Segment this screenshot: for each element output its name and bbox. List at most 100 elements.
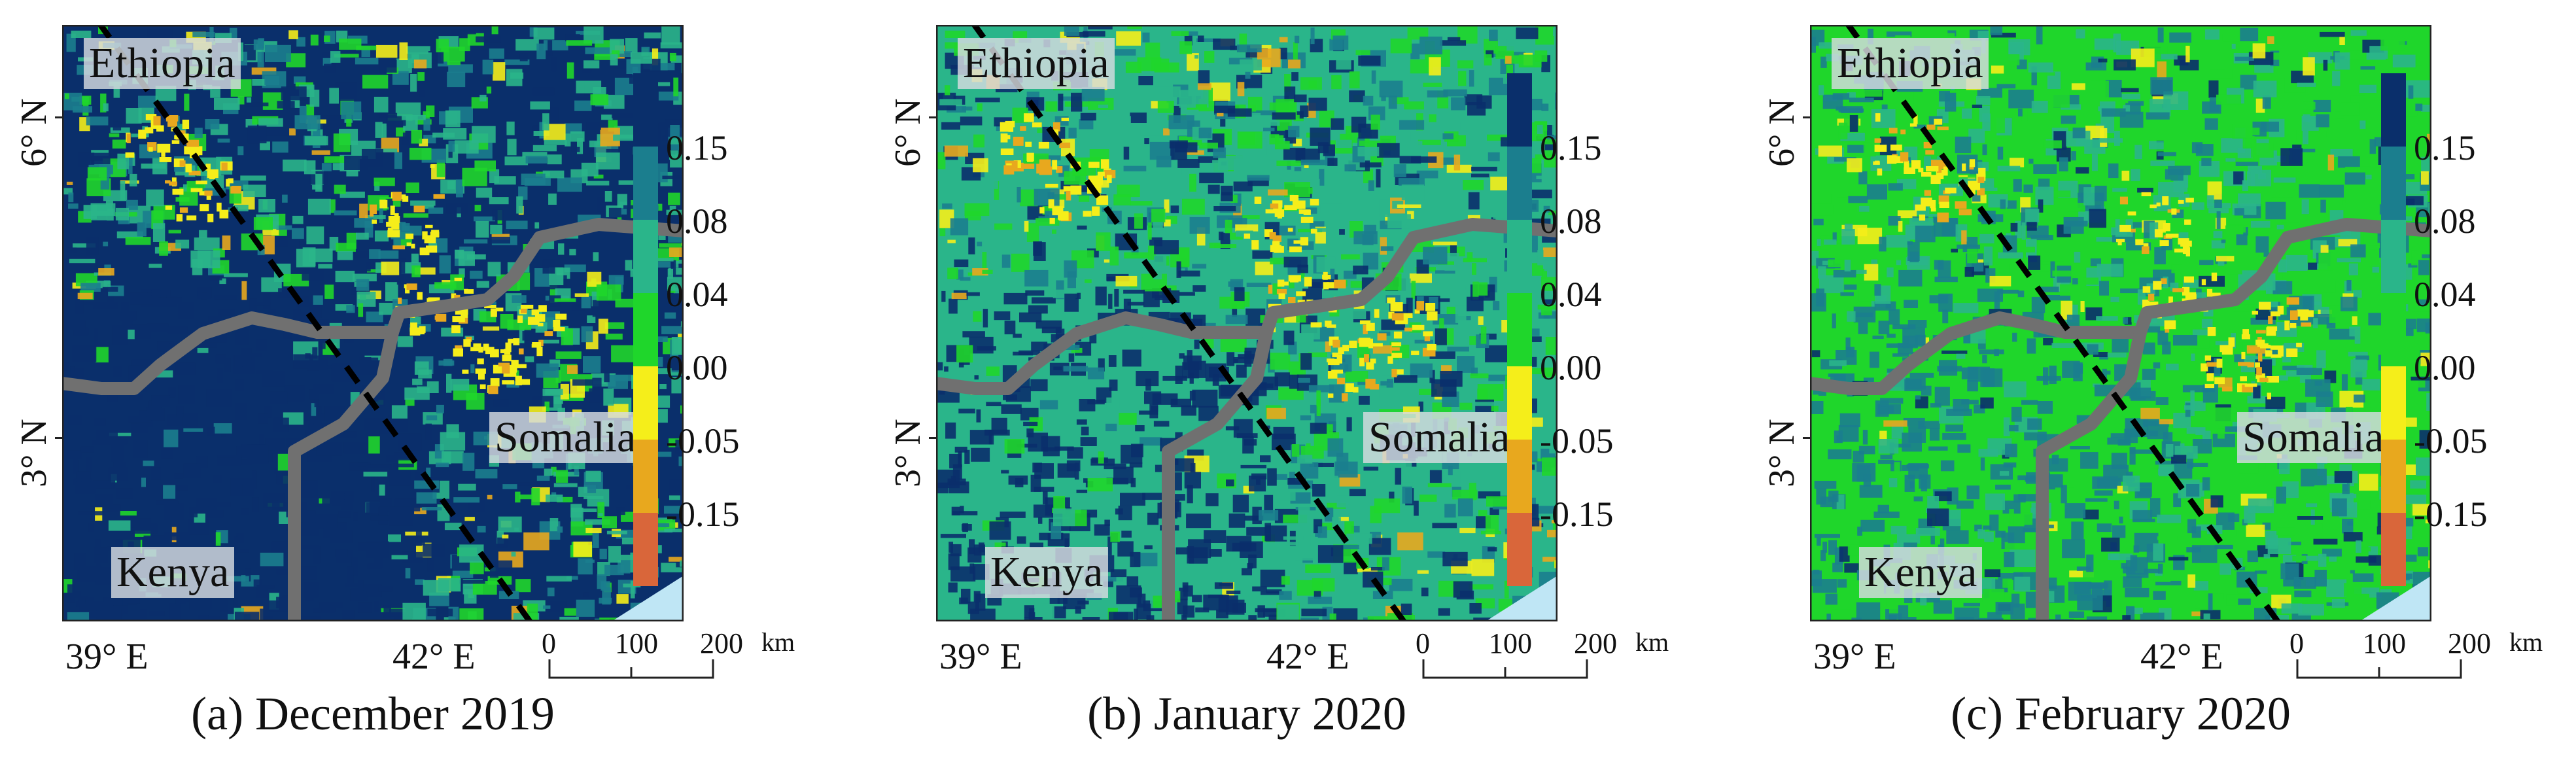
colorbar-swatch [2381,513,2406,586]
ocean-water [1486,576,1558,621]
latitude-label: 6° N [1762,98,1802,167]
colorbar-tick-label: 0.15 [1540,128,1602,167]
dashed-track-line [971,25,1406,621]
colorbar-tick-label: 0.04 [1540,275,1602,314]
colorbar-tick-label: -0.05 [666,421,740,461]
scale-bar: 0 100 200 km [1384,627,1669,686]
scale-label: 100 [1489,627,1532,659]
country-label-ethiopia: Ethiopia [84,38,241,89]
colorbar-swatch [1507,147,1532,220]
colorbar [2381,73,2406,586]
longitude-label: 39° E [1813,636,1896,677]
colorbar-swatch [633,73,658,147]
scale-unit: km [1635,627,1669,657]
colorbar-swatch [633,147,658,220]
scale-label: 200 [1574,627,1617,659]
panel-caption: (b) January 2020 [1087,688,1406,740]
border-ethiopia-kenya-somalia [936,218,1558,395]
longitude-label: 42° E [1266,636,1349,677]
map-panel-3: Ethiopia Somalia Kenya 6° N 3° N 39° E 42° E 0.… [1748,0,2576,766]
scale-unit: km [761,627,795,657]
colorbar-tick-label: -0.15 [2414,495,2488,534]
colorbar-swatch [633,440,658,513]
colorbar-tick-label: 0.15 [2414,128,2476,167]
colorbar-tick-label: -0.15 [1540,495,1614,534]
colorbar-swatch [633,220,658,293]
panel-caption: (a) December 2019 [191,688,555,740]
country-label-ethiopia: Ethiopia [1832,38,1989,89]
latitude-label: 3° N [888,419,928,487]
map-panel-1: Ethiopia Somalia Kenya 6° N 3° N 39° E 42° E 0.… [0,0,858,766]
colorbar-tick-label: 0.15 [666,128,728,167]
colorbar-tick-label: 0.04 [666,275,728,314]
country-label-kenya: Kenya [985,547,1109,598]
scale-label: 0 [542,627,556,659]
scale-unit: km [2509,627,2543,657]
colorbar-swatch [1507,440,1532,513]
dashed-track-line [97,25,532,621]
border-kenya-somalia [1162,330,1273,621]
colorbar [633,73,658,586]
latitude-tick [929,437,937,439]
dashed-track-line [1845,25,2280,621]
map-panel-2: Ethiopia Somalia Kenya 6° N 3° N 39° E 42° E 0.… [874,0,1732,766]
scale-bar: 0 100 200 km [2258,627,2543,686]
ocean-water [2359,576,2431,621]
ocean-water [612,576,684,621]
longitude-label: 42° E [2140,636,2223,677]
map-1 [62,25,684,621]
country-label-somalia: Somalia [489,412,642,463]
latitude-tick [55,437,63,439]
colorbar-swatch [1507,293,1532,366]
map-3 [1810,25,2431,621]
latitude-tick [1803,116,1811,118]
colorbar-swatch [2381,73,2406,147]
colorbar-swatch [1507,366,1532,440]
latitude-label: 3° N [14,419,54,487]
colorbar-swatch [633,513,658,586]
colorbar-swatch [1507,73,1532,147]
colorbar-swatch [2381,220,2406,293]
colorbar-swatch [1507,513,1532,586]
scale-label: 200 [700,627,743,659]
colorbar [1507,73,1532,586]
colorbar-tick-label: -0.05 [1540,421,1614,461]
border-kenya-somalia [2036,330,2147,621]
colorbar-swatch [1507,220,1532,293]
country-label-somalia: Somalia [1363,412,1516,463]
border-kenya-somalia [288,330,399,621]
scale-label: 0 [2289,627,2304,659]
colorbar-tick-label: 0.00 [1540,348,1602,387]
colorbar-tick-label: -0.15 [666,495,740,534]
scale-label: 100 [615,627,658,659]
colorbar-swatch [2381,366,2406,440]
country-label-somalia: Somalia [2237,412,2390,463]
latitude-label: 3° N [1762,419,1802,487]
country-label-kenya: Kenya [111,547,235,598]
latitude-label: 6° N [14,98,54,167]
border-ethiopia-kenya-somalia [1810,218,2431,395]
latitude-tick [929,116,937,118]
colorbar-swatch [2381,147,2406,220]
colorbar-swatch [633,366,658,440]
panel-caption: (c) February 2020 [1951,688,2291,740]
scale-label: 200 [2448,627,2491,659]
longitude-label: 42° E [392,636,476,677]
scale-label: 0 [1416,627,1430,659]
map-2 [936,25,1558,621]
colorbar-tick-label: 0.04 [2414,275,2476,314]
latitude-tick [1803,437,1811,439]
colorbar-tick-label: 0.08 [2414,201,2476,241]
scale-label: 100 [2363,627,2406,659]
latitude-label: 6° N [888,98,928,167]
colorbar-tick-label: 0.00 [2414,348,2476,387]
colorbar-tick-label: -0.05 [2414,421,2488,461]
border-ethiopia-kenya-somalia [62,218,684,395]
longitude-label: 39° E [939,636,1022,677]
colorbar-swatch [2381,293,2406,366]
scale-bar: 0 100 200 km [510,627,795,686]
colorbar-swatch [633,293,658,366]
latitude-tick [55,116,63,118]
longitude-label: 39° E [65,636,148,677]
colorbar-swatch [2381,440,2406,513]
